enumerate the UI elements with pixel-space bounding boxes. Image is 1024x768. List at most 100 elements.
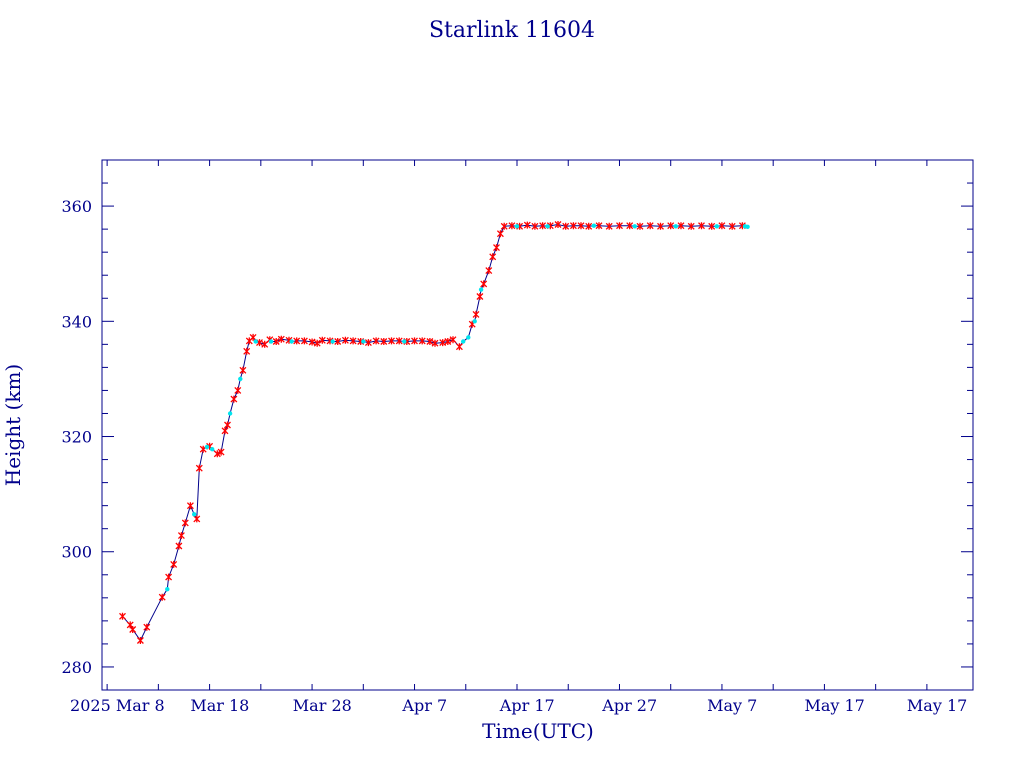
star-marker (213, 450, 221, 458)
star-marker (508, 222, 516, 230)
y-axis: 280 300 320 340 360 (61, 159, 973, 691)
star-marker (334, 338, 342, 345)
star-marker (175, 542, 183, 550)
star-marker (500, 222, 508, 230)
star-marker (523, 221, 531, 229)
dot-marker (591, 223, 597, 228)
chart-title: Starlink 11604 (429, 18, 595, 43)
star-marker (177, 532, 185, 540)
star-marker (426, 338, 434, 345)
dot-marker (714, 224, 719, 229)
star-marker (677, 222, 685, 230)
star-marker (129, 626, 137, 633)
dot-marker (238, 376, 243, 382)
star-marker (277, 335, 285, 343)
star-marker (489, 253, 497, 261)
star-marker (718, 222, 726, 230)
star-marker (234, 386, 242, 394)
dot-marker (466, 335, 471, 340)
dot-marker (268, 339, 274, 344)
star-marker (300, 337, 308, 345)
dot-marker (227, 411, 233, 416)
dot-marker (745, 224, 750, 229)
dot-marker (514, 224, 520, 229)
star-marker (667, 222, 675, 230)
x-tick-label: Mar 18 (190, 696, 249, 715)
star-marker (293, 337, 301, 345)
data-markers (119, 221, 750, 644)
y-tick-label: 300 (61, 543, 92, 562)
dot-marker (472, 319, 477, 324)
star-marker (554, 221, 562, 228)
star-marker (193, 515, 201, 523)
plot-frame (101, 159, 974, 691)
star-marker (562, 222, 570, 230)
star-marker (493, 244, 500, 252)
star-marker (230, 395, 238, 403)
y-tick-label: 280 (61, 658, 92, 677)
star-marker (577, 222, 585, 230)
star-marker (272, 338, 280, 345)
star-marker (239, 366, 247, 374)
star-marker (595, 222, 603, 230)
star-marker (224, 421, 231, 429)
y-tick-label: 320 (61, 428, 92, 447)
star-marker (616, 222, 623, 230)
star-marker (165, 573, 173, 581)
star-marker (341, 336, 349, 344)
star-marker (439, 339, 447, 347)
star-marker (388, 337, 395, 345)
x-tick-label: May 17 (907, 696, 967, 715)
star-marker (217, 448, 225, 456)
star-marker (411, 337, 418, 345)
dot-marker (289, 339, 294, 344)
dot-marker (204, 444, 210, 450)
star-marker (698, 222, 705, 230)
star-marker (657, 222, 664, 230)
star-marker (136, 637, 144, 644)
star-marker (380, 338, 388, 345)
star-marker (531, 222, 539, 230)
x-tick-label: Apr 27 (601, 696, 657, 715)
dot-marker (478, 287, 484, 292)
x-tick-label: May 7 (707, 696, 757, 715)
dot-marker (165, 587, 170, 592)
dot-marker (192, 512, 197, 517)
star-marker (243, 347, 251, 355)
star-marker (143, 623, 151, 631)
x-axis-label: Time(UTC) (482, 719, 594, 743)
star-marker (539, 222, 547, 230)
y-tick-label: 360 (61, 197, 92, 216)
star-marker (585, 222, 593, 230)
star-marker (364, 339, 372, 347)
x-tick-label: 2025 Mar 8 (70, 696, 165, 715)
star-marker (472, 310, 480, 318)
star-marker (449, 336, 457, 344)
y-tick-label: 340 (61, 312, 92, 331)
dot-marker (361, 339, 366, 344)
star-marker (372, 337, 380, 345)
star-marker (687, 222, 695, 230)
star-marker (313, 339, 321, 347)
star-marker (349, 337, 357, 345)
star-marker (626, 222, 634, 230)
star-marker (308, 338, 316, 346)
star-marker (476, 293, 484, 300)
star-marker (395, 337, 403, 345)
star-marker (195, 464, 203, 472)
dot-marker (253, 339, 258, 344)
dot-marker (210, 447, 215, 452)
dot-marker (402, 339, 407, 344)
star-marker (431, 339, 439, 347)
star-marker (444, 338, 452, 345)
star-marker (170, 560, 178, 568)
star-marker (221, 427, 229, 435)
star-marker (318, 336, 326, 344)
star-marker (418, 337, 426, 345)
dot-marker (330, 339, 335, 344)
star-marker (646, 222, 654, 230)
star-marker (569, 222, 577, 230)
dot-marker (545, 224, 550, 229)
star-marker (119, 612, 126, 620)
